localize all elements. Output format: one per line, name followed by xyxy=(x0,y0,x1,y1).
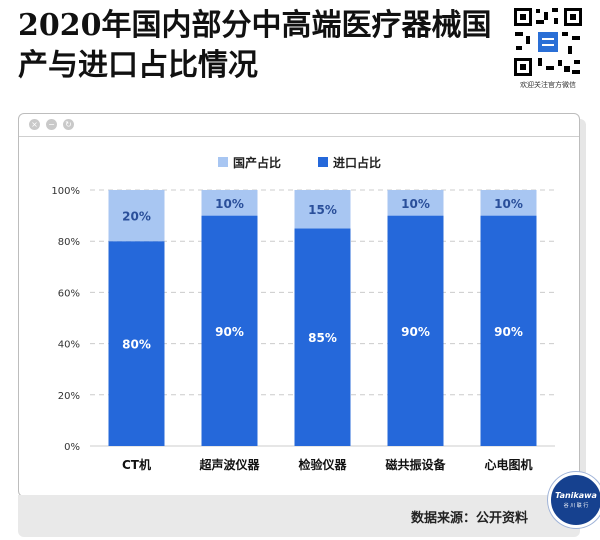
data-label-imported: 90% xyxy=(494,325,523,339)
legend-swatch xyxy=(218,157,228,167)
window-titlebar: × − ↻ xyxy=(19,114,579,137)
data-label-domestic: 10% xyxy=(215,197,244,211)
qr-code xyxy=(512,6,584,78)
bar-domestic xyxy=(387,190,444,216)
y-tick-label: 20% xyxy=(58,391,80,402)
data-label-domestic: 10% xyxy=(401,197,430,211)
data-label-domestic: 10% xyxy=(494,197,523,211)
bar-domestic xyxy=(108,190,165,242)
y-tick-label: 60% xyxy=(58,288,80,299)
bar-imported xyxy=(201,215,258,446)
y-tick-label: 100% xyxy=(51,186,80,197)
page-title: 2020年国内部分中高端医疗器械国产与进口占比情况 xyxy=(18,8,492,83)
data-label-imported: 90% xyxy=(215,325,244,339)
data-label-imported: 85% xyxy=(308,331,337,345)
badge-logo-text: Tanikawa xyxy=(555,491,597,500)
bar-imported xyxy=(294,228,351,446)
y-tick-label: 0% xyxy=(64,442,80,453)
x-tick-label: CT机 xyxy=(122,457,151,472)
data-label-imported: 80% xyxy=(122,338,151,352)
x-tick-label: 心电图机 xyxy=(484,457,532,472)
data-label-domestic: 15% xyxy=(308,203,337,217)
legend-label: 进口占比 xyxy=(333,155,381,170)
x-tick-label: 检验仪器 xyxy=(298,457,347,472)
legend-swatch xyxy=(318,157,328,167)
qr-caption: 欢迎关注官方微信 xyxy=(520,81,576,89)
bar-imported xyxy=(387,215,444,446)
bar-domestic xyxy=(294,190,351,229)
badge-subtext: 谷 川 联 行 xyxy=(563,503,589,509)
bar-imported xyxy=(108,241,165,446)
footer-bar: 数据来源：公开资料 xyxy=(18,495,580,537)
refresh-icon[interactable]: ↻ xyxy=(63,119,74,130)
y-tick-label: 40% xyxy=(58,340,80,351)
minimize-icon[interactable]: − xyxy=(46,119,57,130)
y-tick-label: 80% xyxy=(58,237,80,248)
bar-domestic xyxy=(480,190,537,216)
x-tick-label: 磁共振设备 xyxy=(384,457,446,472)
data-label-domestic: 20% xyxy=(122,210,151,224)
data-source: 数据来源：公开资料 xyxy=(410,511,528,526)
close-icon[interactable]: × xyxy=(29,119,40,130)
legend-label: 国产占比 xyxy=(233,155,281,170)
brand-badge: Tanikawa 谷 川 联 行 xyxy=(548,472,600,528)
x-tick-label: 超声波仪器 xyxy=(198,457,260,472)
bar-imported xyxy=(480,215,537,446)
bar-domestic xyxy=(201,190,258,216)
data-label-imported: 90% xyxy=(401,325,430,339)
